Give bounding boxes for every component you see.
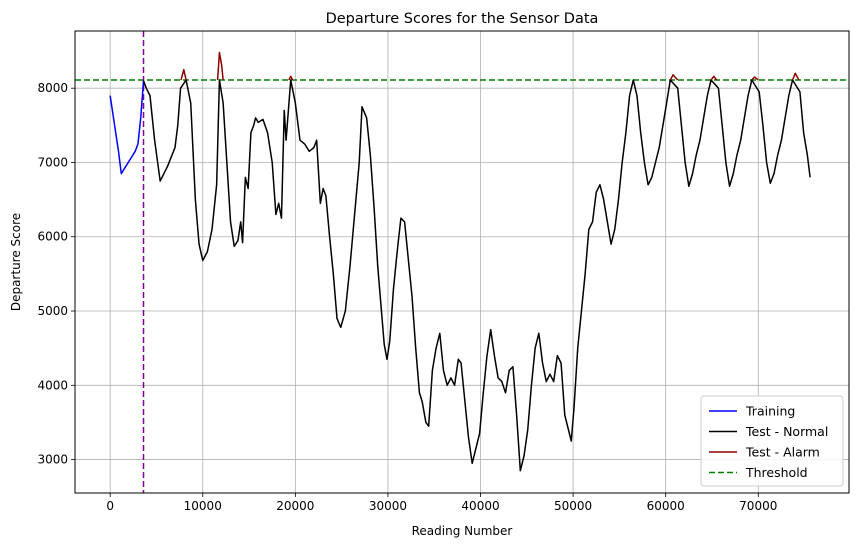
legend-box bbox=[700, 395, 844, 487]
chart-title: Departure Scores for the Sensor Data bbox=[326, 11, 599, 27]
x-tick-label: 50000 bbox=[554, 499, 592, 513]
series-line-test-normal bbox=[142, 79, 811, 472]
x-axis-ticks: 0 10000 20000 30000 40000 50000 60000 70000 bbox=[106, 493, 777, 513]
y-tick-label: 5000 bbox=[37, 304, 68, 318]
y-axis-ticks: 3000 4000 5000 6000 7000 8000 bbox=[37, 81, 75, 467]
axes-frame bbox=[74, 30, 850, 494]
x-tick-label: 70000 bbox=[739, 499, 777, 513]
series-segment-test-alarm bbox=[710, 75, 718, 81]
legend: Training Test - Normal Test - Alarm Thresho… bbox=[700, 395, 844, 487]
legend-entry-training: Training bbox=[709, 404, 795, 419]
legend-label: Test - Normal bbox=[745, 424, 828, 439]
series-segment-test-alarm bbox=[288, 75, 294, 81]
grid-lines bbox=[75, 31, 849, 493]
y-tick-label: 7000 bbox=[37, 155, 68, 169]
series-segment-test-alarm bbox=[180, 68, 187, 81]
y-axis-label: Departure Score bbox=[9, 213, 23, 311]
series-segment-test-alarm bbox=[669, 74, 679, 81]
series-segment-test-alarm bbox=[751, 76, 759, 81]
y-tick-label: 4000 bbox=[37, 378, 68, 392]
legend-label: Training bbox=[745, 404, 795, 419]
series-segment-test-alarm bbox=[216, 51, 224, 81]
x-tick-label: 10000 bbox=[184, 499, 222, 513]
x-tick-label: 20000 bbox=[276, 499, 314, 513]
y-tick-label: 3000 bbox=[37, 453, 68, 467]
legend-label: Threshold bbox=[745, 465, 808, 480]
y-tick-label: 6000 bbox=[37, 230, 68, 244]
series-line-training bbox=[109, 80, 145, 175]
x-axis-label: Reading Number bbox=[412, 524, 513, 538]
legend-entry-test-alarm: Test - Alarm bbox=[709, 445, 820, 460]
x-tick-label: 30000 bbox=[369, 499, 407, 513]
legend-entry-test-normal: Test - Normal bbox=[709, 424, 828, 439]
x-tick-label: 60000 bbox=[647, 499, 685, 513]
x-tick-label: 0 bbox=[106, 499, 114, 513]
legend-label: Test - Alarm bbox=[745, 445, 820, 460]
series-segment-test-alarm bbox=[791, 72, 800, 81]
x-tick-label: 40000 bbox=[461, 499, 499, 513]
y-tick-label: 8000 bbox=[37, 81, 68, 95]
legend-entry-threshold: Threshold bbox=[709, 465, 808, 480]
